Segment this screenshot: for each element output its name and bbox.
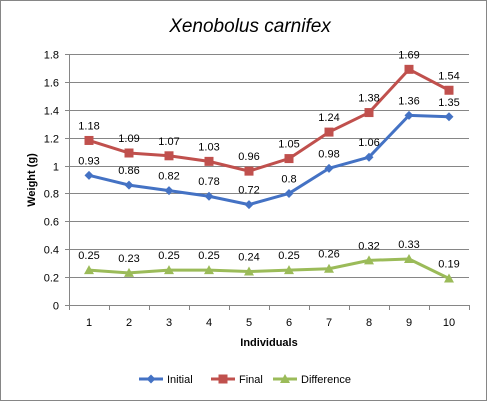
- data-point-difference: [84, 265, 94, 275]
- data-label-difference: 0.33: [398, 239, 419, 251]
- data-point-initial: [164, 186, 174, 196]
- data-label-difference: 0.25: [78, 250, 99, 262]
- data-point-difference: [324, 263, 334, 273]
- y-tick-label: 1.4: [44, 106, 59, 118]
- series-line-final: [87, 67, 451, 173]
- x-tick-label: 1: [86, 317, 92, 329]
- data-point-initial: [324, 163, 334, 173]
- data-point-difference: [404, 253, 414, 263]
- x-tick-label: 4: [206, 317, 212, 329]
- data-label-initial: 0.93: [78, 155, 99, 167]
- data-label-final: 0.96: [238, 151, 259, 163]
- data-point-difference: [284, 265, 294, 275]
- data-point-difference: [364, 255, 374, 265]
- y-tick-label: 0.2: [44, 273, 59, 285]
- y-tick-label: 0: [53, 301, 59, 313]
- data-point-final: [444, 85, 454, 95]
- data-point-initial: [404, 110, 414, 120]
- legend: Initial Final Difference: [139, 374, 351, 386]
- data-label-initial: 0.8: [281, 173, 296, 185]
- data-point-final: [324, 127, 334, 137]
- data-point-final: [204, 156, 214, 166]
- data-label-difference: 0.24: [238, 252, 259, 264]
- grid-lines: [69, 54, 469, 278]
- series-line-difference: [87, 257, 451, 281]
- data-label-final: 1.54: [438, 70, 459, 82]
- data-point-initial: [444, 112, 454, 122]
- y-tick-label: 1.2: [44, 134, 59, 146]
- x-tick-label: 8: [366, 317, 372, 329]
- data-point-difference: [124, 267, 134, 277]
- data-label-difference: 0.32: [358, 240, 379, 252]
- series-line-initial: [87, 113, 451, 207]
- data-point-final: [244, 166, 254, 176]
- data-label-final: 1.38: [358, 93, 379, 105]
- data-point-difference: [244, 266, 254, 276]
- chart-title: Xenobolus carnifex: [168, 16, 332, 37]
- data-point-initial: [284, 188, 294, 198]
- data-point-initial: [244, 200, 254, 210]
- data-label-initial: 1.36: [398, 95, 419, 107]
- data-point-initial: [204, 191, 214, 201]
- data-point-difference: [164, 265, 174, 275]
- data-label-difference: 0.23: [118, 253, 139, 265]
- data-label-final: 1.24: [318, 112, 339, 124]
- data-point-final: [364, 108, 374, 118]
- data-label-initial: 0.86: [118, 165, 139, 177]
- x-tick-label: 6: [286, 317, 292, 329]
- data-point-initial: [124, 180, 134, 190]
- data-point-final: [124, 148, 134, 158]
- legend-marker-final: [218, 374, 228, 384]
- data-point-final: [404, 64, 414, 74]
- y-tick-label: 1.8: [44, 50, 59, 62]
- data-label-initial: 0.72: [238, 185, 259, 197]
- data-label-initial: 0.82: [158, 171, 179, 183]
- legend-label-difference: Difference: [301, 374, 351, 386]
- x-tick-label: 5: [246, 317, 252, 329]
- data-label-difference: 0.26: [318, 249, 339, 261]
- data-label-difference: 0.19: [438, 259, 459, 271]
- y-tick-label: 0.4: [44, 245, 59, 257]
- y-tick-label: 1: [53, 162, 59, 174]
- x-tick-label: 3: [166, 317, 172, 329]
- data-label-final: 1.09: [118, 133, 139, 145]
- x-tick-label: 10: [443, 317, 455, 329]
- data-point-final: [284, 154, 294, 164]
- axes: 0 0.2 0.4 0.6 0.8 1 1.2 1.4 1.6 1.8 1 2 3 4 5 6 7 8 9 10: [44, 50, 470, 329]
- legend-marker-initial: [146, 374, 156, 384]
- data-label-final: 1.18: [78, 120, 99, 132]
- legend-label-final: Final: [239, 374, 263, 386]
- data-point-initial: [84, 170, 94, 180]
- y-tick-label: 0.6: [44, 217, 59, 229]
- legend-marker-difference: [280, 374, 290, 383]
- data-point-initial: [364, 152, 374, 162]
- data-label-final: 1.07: [158, 136, 179, 148]
- data-point-difference: [204, 265, 214, 275]
- x-axis-title: Individuals: [240, 337, 297, 349]
- data-label-difference: 0.25: [158, 250, 179, 262]
- data-label-difference: 0.25: [198, 250, 219, 262]
- data-label-initial: 1.35: [438, 97, 459, 109]
- data-label-initial: 1.06: [358, 137, 379, 149]
- data-label-initial: 0.78: [198, 176, 219, 188]
- x-tick-label: 7: [326, 317, 332, 329]
- data-label-difference: 0.25: [278, 250, 299, 262]
- data-label-final: 1.05: [278, 139, 299, 151]
- y-tick-label: 1.6: [44, 78, 59, 90]
- data-label-final: 1.03: [198, 141, 219, 153]
- data-point-final: [164, 151, 174, 161]
- data-label-initial: 0.98: [318, 148, 339, 160]
- data-point-final: [84, 135, 94, 145]
- x-tick-label: 9: [406, 317, 412, 329]
- data-labels: 0.93 0.86 0.82 0.78 0.72 0.8 0.98 1.06 1.36 1.35 1…: [78, 49, 459, 270]
- data-label-final: 1.69: [398, 49, 419, 61]
- x-tick-label: 2: [126, 317, 132, 329]
- y-tick-label: 0.8: [44, 189, 59, 201]
- series-layer: [84, 64, 454, 283]
- y-axis-title: Weight (g): [26, 153, 38, 207]
- data-point-difference: [444, 273, 454, 283]
- legend-label-initial: Initial: [167, 374, 193, 386]
